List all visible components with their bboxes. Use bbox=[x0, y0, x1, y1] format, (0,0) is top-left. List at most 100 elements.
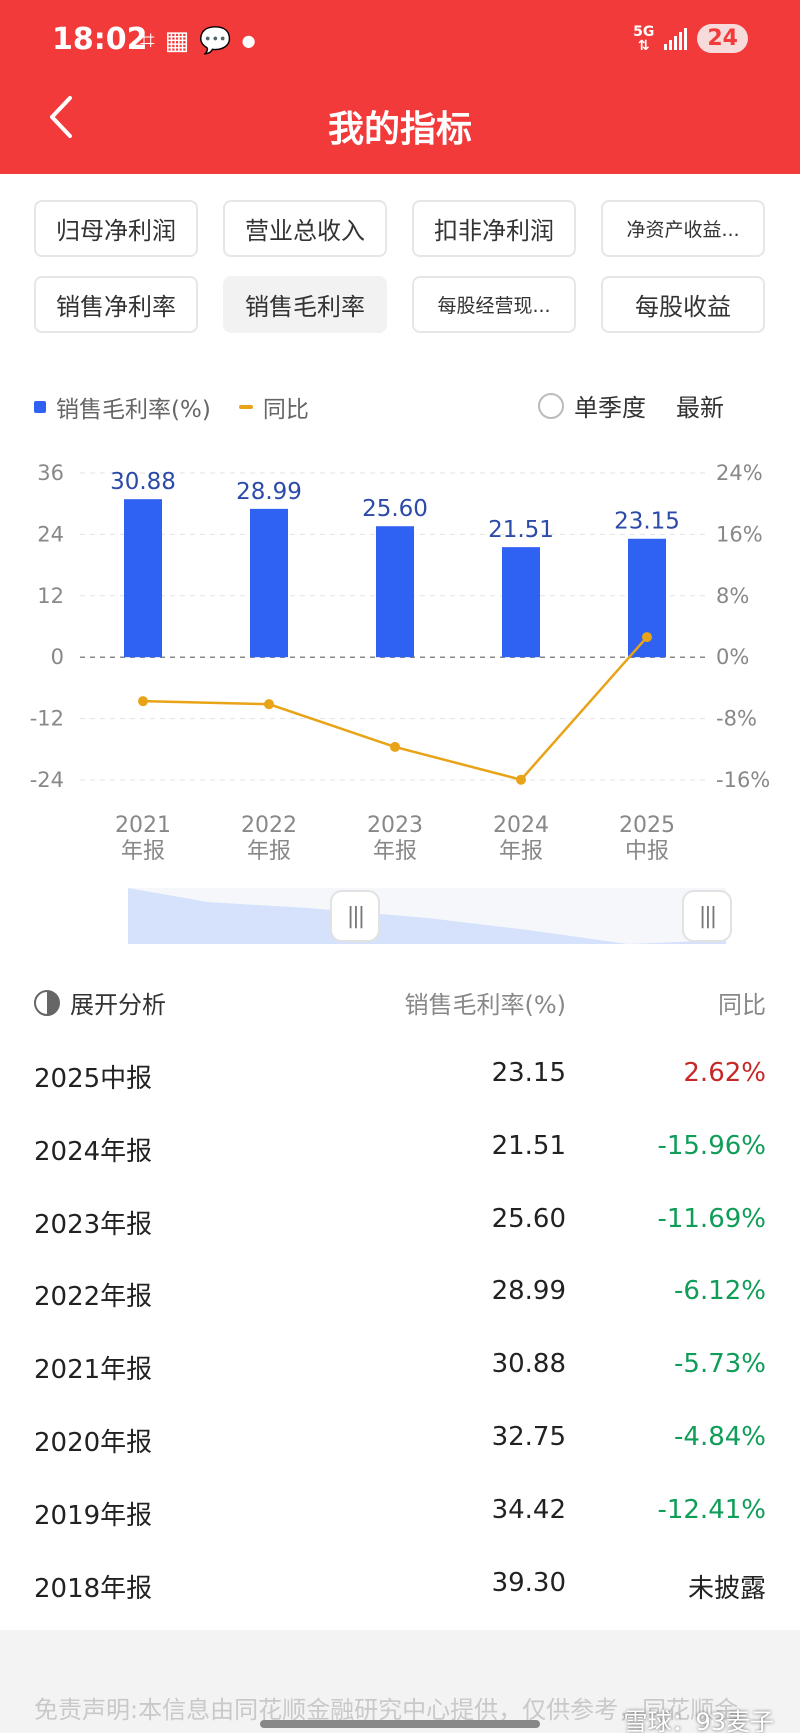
x-tick-label: 2021 年报 bbox=[115, 813, 171, 864]
x-tick-label: 2024 年报 bbox=[493, 813, 549, 864]
bar bbox=[124, 499, 162, 658]
bar-data-label: 23.15 bbox=[614, 509, 680, 535]
scan-icon: ⌗ bbox=[140, 26, 155, 56]
single-quarter-label[interactable]: 单季度 bbox=[574, 394, 646, 422]
row-yoy: -15.96% bbox=[657, 1130, 766, 1161]
footer: 免责声明:本信息由同花顺金融研究中心提供，仅供参考，同花顺金 雪球：93麦子 bbox=[0, 1630, 800, 1733]
line-legend-swatch bbox=[238, 405, 253, 409]
bar bbox=[502, 547, 540, 658]
top-app-bar: 18:02 ⌗ ▦ 💬 ● 5G ⇅ 24 我的指标 bbox=[0, 0, 800, 174]
yoy-point bbox=[138, 696, 148, 707]
range-preview bbox=[128, 888, 726, 944]
yoy-point bbox=[642, 632, 652, 643]
network-type: 5G ⇅ bbox=[633, 23, 655, 54]
column-header-margin: 销售毛利率(%) bbox=[404, 991, 566, 1019]
bar-data-label: 30.88 bbox=[110, 469, 176, 495]
yoy-point bbox=[264, 699, 274, 710]
table-row[interactable]: 2020年报 32.75 -4.84% bbox=[34, 1404, 766, 1477]
table-header: 展开分析 销售毛利率(%) 同比 bbox=[34, 985, 766, 1025]
metric-chip[interactable]: 每股经营现... bbox=[412, 276, 576, 333]
table-row[interactable]: 2018年报 39.30 未披露 bbox=[34, 1550, 766, 1623]
y-tick-right: 8% bbox=[716, 584, 749, 608]
range-slider[interactable]: ||| ||| bbox=[92, 888, 732, 944]
table-row[interactable]: 2021年报 30.88 -5.73% bbox=[34, 1331, 766, 1404]
yoy-line bbox=[142, 636, 648, 782]
back-button[interactable] bbox=[40, 92, 84, 142]
row-value: 21.51 bbox=[491, 1130, 566, 1161]
y-tick-left: 0 bbox=[51, 645, 64, 669]
bar-legend-swatch bbox=[34, 401, 46, 413]
row-period: 2019年报 bbox=[34, 1500, 153, 1531]
y-tick-right: 0% bbox=[716, 645, 749, 669]
table-row[interactable]: 2024年报 21.51 -15.96% bbox=[34, 1113, 766, 1186]
chart-options: 单季度 最新 bbox=[538, 388, 724, 423]
range-track bbox=[128, 888, 726, 944]
y-tick-left: -24 bbox=[30, 768, 64, 792]
signal-icon bbox=[664, 27, 688, 50]
y-tick-left: 36 bbox=[37, 461, 64, 485]
row-period: 2022年报 bbox=[34, 1282, 153, 1313]
disclaimer-text: 免责声明:本信息由同花顺金融研究中心提供，仅供参考，同花顺金 bbox=[34, 1696, 739, 1724]
expand-analysis-button[interactable]: 展开分析 bbox=[34, 985, 166, 1020]
column-header-yoy: 同比 bbox=[718, 991, 766, 1019]
gross-margin-chart: 36 24 12 0 -12 -24 24% 16% 8% 0% -8% -16% 30.88 28.99… bbox=[30, 461, 771, 864]
chevron-left-icon bbox=[50, 96, 72, 138]
y-tick-right: -8% bbox=[716, 707, 757, 731]
row-yoy: 2.62% bbox=[683, 1058, 766, 1088]
single-quarter-radio[interactable] bbox=[538, 392, 564, 419]
row-value: 23.15 bbox=[491, 1058, 566, 1088]
row-value: 39.30 bbox=[491, 1567, 566, 1598]
watermark: 雪球：93麦子 bbox=[623, 1708, 774, 1733]
row-yoy: -6.12% bbox=[674, 1276, 766, 1307]
row-period: 2024年报 bbox=[34, 1136, 153, 1167]
y-tick-right: 24% bbox=[716, 461, 763, 485]
row-yoy: -4.84% bbox=[674, 1421, 766, 1452]
home-indicator[interactable] bbox=[260, 1720, 540, 1728]
expand-analysis-label: 展开分析 bbox=[70, 991, 166, 1019]
row-period: 2023年报 bbox=[34, 1209, 153, 1240]
bar-legend-label: 销售毛利率(%) bbox=[56, 397, 211, 423]
y-tick-left: -12 bbox=[30, 707, 64, 731]
yoy-point bbox=[390, 741, 400, 752]
range-handle-right[interactable]: ||| bbox=[682, 890, 732, 942]
y-tick-left: 24 bbox=[37, 522, 64, 546]
table-row[interactable]: 2022年报 28.99 -6.12% bbox=[34, 1258, 766, 1331]
row-value: 25.60 bbox=[491, 1203, 566, 1234]
y-tick-right: 16% bbox=[716, 522, 763, 546]
table-row[interactable]: 2019年报 34.42 -12.41% bbox=[34, 1477, 766, 1550]
row-yoy: -11.69% bbox=[657, 1203, 766, 1234]
row-period: 2018年报 bbox=[34, 1573, 153, 1604]
bar-data-label: 25.60 bbox=[362, 496, 428, 522]
dot-icon: ● bbox=[241, 31, 256, 50]
bar bbox=[250, 508, 288, 658]
x-tick-label: 2022 年报 bbox=[241, 813, 297, 864]
metric-chip[interactable]: 销售毛利率 bbox=[223, 276, 387, 333]
line-legend-label: 同比 bbox=[262, 397, 309, 423]
row-value: 34.42 bbox=[491, 1494, 566, 1525]
table-row[interactable]: 2025中报 23.15 2.62% bbox=[34, 1040, 766, 1113]
metric-chip-group: 归母净利润 营业总收入 扣非净利润 净资产收益... 销售净利率 销售毛利率 每股经营现..… bbox=[34, 200, 766, 333]
data-table: 2025中报 23.15 2.62% 2024年报 21.51 -15.96% 2023年报… bbox=[34, 1040, 766, 1622]
row-period: 2020年报 bbox=[34, 1427, 153, 1458]
row-yoy: -5.73% bbox=[674, 1349, 766, 1380]
metric-chip[interactable]: 净资产收益... bbox=[601, 200, 765, 257]
row-yoy: -12.41% bbox=[657, 1494, 766, 1525]
status-time: 18:02 bbox=[52, 22, 148, 57]
chart-legend: 销售毛利率(%) 同比 bbox=[34, 390, 309, 424]
apps-grid-icon: ▦ bbox=[164, 26, 190, 56]
latest-label[interactable]: 最新 bbox=[676, 394, 724, 422]
bar bbox=[376, 526, 414, 658]
table-row[interactable]: 2023年报 25.60 -11.69% bbox=[34, 1186, 766, 1259]
metric-chip[interactable]: 销售净利率 bbox=[34, 276, 198, 333]
bar-data-label: 21.51 bbox=[488, 517, 554, 543]
x-tick-label: 2023 年报 bbox=[367, 813, 423, 864]
range-handle-left[interactable]: ||| bbox=[330, 890, 380, 942]
metric-chip[interactable]: 归母净利润 bbox=[34, 200, 198, 257]
metric-chip[interactable]: 营业总收入 bbox=[223, 200, 387, 257]
status-notification-icons: ⌗ ▦ 💬 ● bbox=[140, 26, 256, 56]
metric-chip[interactable]: 扣非净利润 bbox=[412, 200, 576, 257]
pie-chart-icon bbox=[34, 989, 60, 1016]
row-value: 28.99 bbox=[491, 1276, 566, 1307]
metric-chip[interactable]: 每股收益 bbox=[601, 276, 765, 333]
bar-data-label: 28.99 bbox=[236, 479, 302, 505]
